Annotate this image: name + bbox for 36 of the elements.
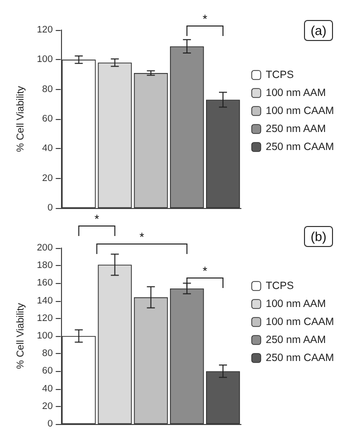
y-tick-label: 160: [36, 278, 53, 289]
legend-label: 250 nm CAAM: [266, 141, 334, 153]
legend-label: 250 nm AAM: [266, 334, 326, 346]
annotation: *: [202, 264, 208, 278]
y-tick-label: 60: [42, 114, 53, 124]
text: (b): [310, 229, 326, 244]
y-tick-label: 120: [36, 312, 53, 324]
y-axis-title: % Cell Viability: [16, 86, 26, 152]
y-tick-label: 80: [42, 84, 53, 95]
y-tick-label: 100: [36, 54, 53, 66]
legend-label: 250 nm AAM: [266, 123, 326, 135]
text: (a): [310, 23, 326, 38]
legend-label: TCPS: [266, 280, 294, 292]
text: *: [140, 230, 145, 244]
legend-label: TCPS: [266, 69, 294, 81]
y-tick-label: 180: [36, 260, 53, 272]
y-tick-label: 0: [47, 418, 53, 430]
y-tick-label: 40: [42, 383, 53, 394]
y-tick-label: 40: [42, 143, 53, 154]
legend-label: 100 nm AAM: [266, 298, 326, 310]
y-tick-label: 120: [36, 24, 53, 36]
y-tick-label: 60: [42, 366, 53, 377]
legend-label: 100 nm AAM: [266, 87, 326, 99]
y-tick-label: 80: [42, 348, 53, 360]
legend-label: 250 nm CAAM: [266, 352, 334, 364]
text: *: [94, 212, 100, 226]
y-tick-label: 140: [36, 295, 53, 306]
y-tick-label: 0: [47, 202, 53, 214]
y-tick-label: 100: [36, 330, 53, 342]
legend-label: 100 nm CAAM: [266, 316, 334, 328]
y-axis-title: % Cell Viability: [16, 303, 26, 369]
text: *: [202, 12, 208, 26]
y-tick-label: 200: [36, 242, 53, 254]
y-tick-label: 20: [42, 400, 53, 412]
y-tick-label: 20: [42, 172, 53, 184]
legend-label: 100 nm CAAM: [266, 105, 334, 117]
